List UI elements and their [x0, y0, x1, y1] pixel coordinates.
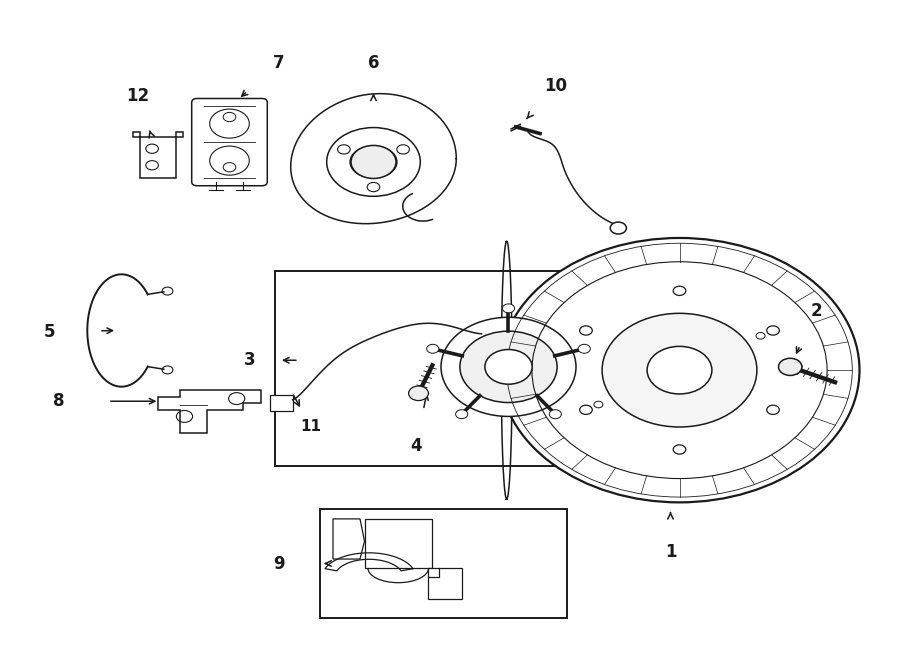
- Text: 3: 3: [244, 351, 255, 369]
- Circle shape: [767, 326, 779, 335]
- Text: 10: 10: [544, 77, 567, 95]
- Circle shape: [647, 346, 712, 394]
- Text: 12: 12: [126, 87, 149, 105]
- Circle shape: [427, 344, 439, 353]
- Bar: [274, 271, 630, 466]
- Circle shape: [767, 405, 779, 414]
- Text: 11: 11: [300, 419, 321, 434]
- Text: 9: 9: [274, 555, 284, 572]
- Ellipse shape: [350, 146, 397, 178]
- Circle shape: [580, 405, 592, 414]
- Circle shape: [778, 358, 802, 375]
- Circle shape: [602, 313, 757, 427]
- Circle shape: [610, 222, 626, 234]
- Bar: [428, 568, 462, 599]
- Circle shape: [409, 386, 428, 401]
- Circle shape: [673, 286, 686, 295]
- Circle shape: [580, 326, 592, 335]
- Circle shape: [397, 145, 410, 154]
- Circle shape: [578, 344, 590, 353]
- Circle shape: [338, 145, 350, 154]
- FancyBboxPatch shape: [192, 98, 267, 186]
- Bar: [364, 519, 432, 568]
- Text: 2: 2: [811, 301, 822, 320]
- Circle shape: [756, 332, 765, 339]
- Text: 1: 1: [665, 543, 676, 561]
- Circle shape: [502, 304, 515, 313]
- Text: 6: 6: [368, 54, 379, 72]
- Circle shape: [223, 112, 236, 122]
- Circle shape: [223, 163, 236, 172]
- Text: 8: 8: [53, 392, 64, 410]
- Bar: [320, 509, 567, 618]
- Circle shape: [500, 238, 860, 502]
- Circle shape: [549, 410, 562, 418]
- Circle shape: [441, 317, 576, 416]
- Circle shape: [351, 145, 396, 178]
- Circle shape: [594, 401, 603, 408]
- Circle shape: [485, 350, 532, 384]
- Text: 7: 7: [274, 54, 284, 72]
- Circle shape: [367, 182, 380, 192]
- Circle shape: [460, 331, 557, 403]
- Bar: [270, 395, 292, 411]
- Circle shape: [673, 445, 686, 454]
- Text: 4: 4: [410, 437, 421, 455]
- Circle shape: [455, 410, 468, 418]
- Text: 5: 5: [44, 323, 55, 341]
